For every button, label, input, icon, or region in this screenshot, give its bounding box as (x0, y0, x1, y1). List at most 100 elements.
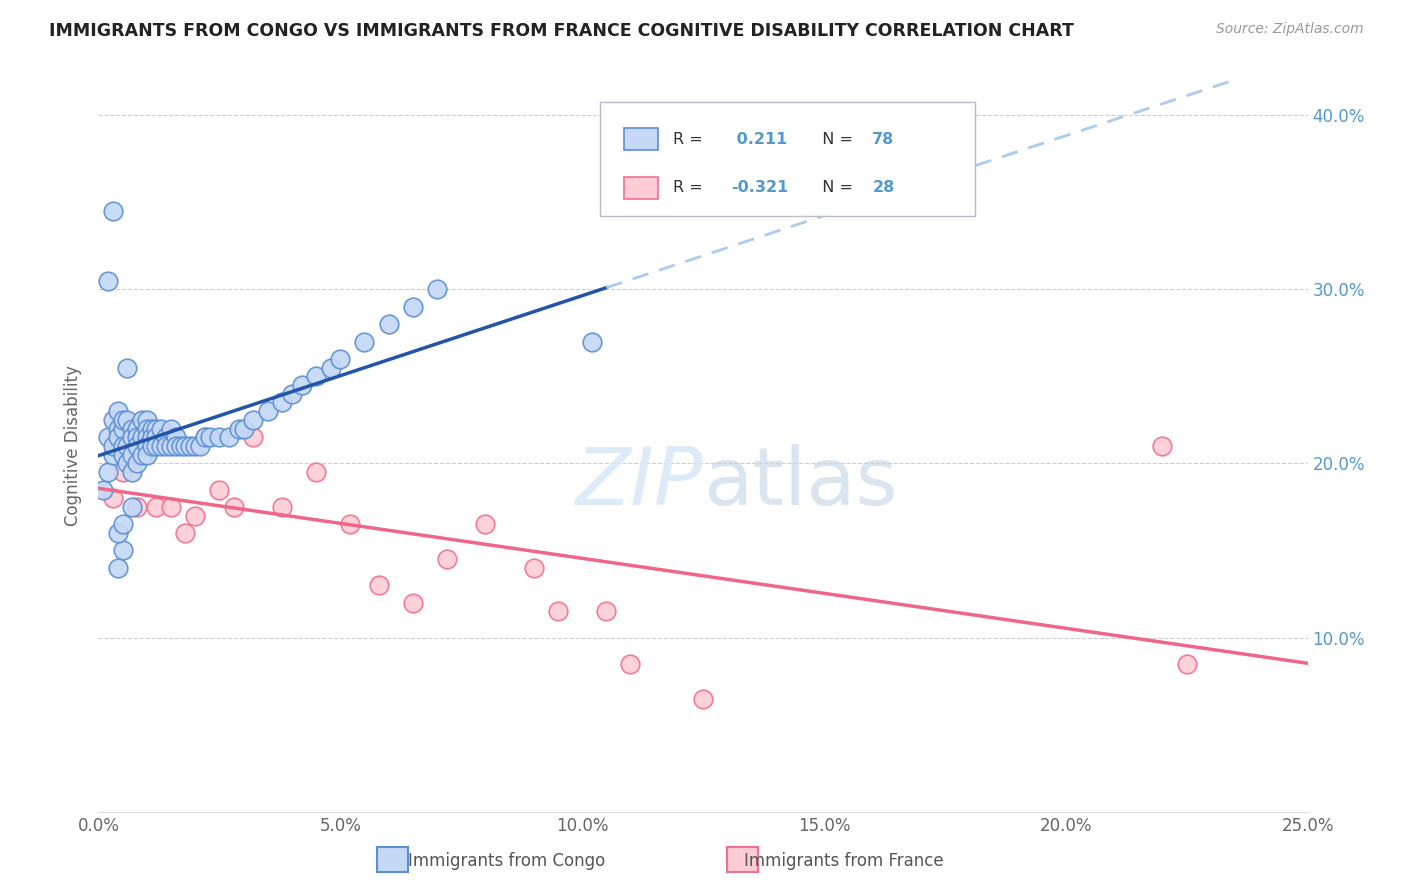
Point (127, 439, 149, 453)
Point (547, 604, 569, 618)
Text: ZIP: ZIP (575, 443, 703, 522)
Point (127, 430, 149, 444)
Point (256, 404, 278, 418)
Point (523, 561, 546, 575)
Point (121, 430, 143, 444)
Point (150, 421, 173, 435)
Point (135, 439, 157, 453)
Point (107, 561, 129, 575)
FancyBboxPatch shape (624, 177, 658, 199)
Point (329, 351, 352, 366)
Point (111, 413, 134, 427)
Point (426, 282, 449, 296)
Point (101, 448, 124, 462)
Point (91, 483, 114, 497)
Point (160, 439, 183, 453)
Point (111, 421, 134, 435)
Point (131, 430, 153, 444)
Point (111, 517, 134, 532)
Point (174, 526, 197, 541)
Point (141, 430, 163, 444)
Point (107, 404, 129, 418)
Point (1175, 657, 1198, 671)
FancyBboxPatch shape (624, 128, 658, 151)
Point (198, 430, 221, 444)
Point (290, 378, 312, 392)
Point (160, 500, 183, 514)
Point (107, 526, 129, 541)
Point (232, 421, 254, 435)
Text: R =: R = (673, 180, 707, 195)
Point (222, 500, 245, 514)
Point (271, 395, 294, 409)
Point (111, 465, 134, 479)
FancyBboxPatch shape (600, 103, 976, 216)
Point (218, 430, 240, 444)
Point (127, 421, 149, 435)
Point (101, 491, 124, 506)
Point (117, 448, 139, 462)
Text: IMMIGRANTS FROM CONGO VS IMMIGRANTS FROM FRANCE COGNITIVE DISABILITY CORRELATION: IMMIGRANTS FROM CONGO VS IMMIGRANTS FROM… (49, 22, 1074, 40)
Point (581, 334, 603, 349)
Point (339, 517, 361, 532)
Point (135, 413, 157, 427)
Point (208, 430, 231, 444)
Point (155, 439, 177, 453)
Point (107, 421, 129, 435)
Text: Immigrants from France: Immigrants from France (744, 852, 943, 870)
Point (97, 465, 120, 479)
Text: 0.211: 0.211 (731, 132, 787, 146)
Point (121, 500, 143, 514)
Point (165, 430, 187, 444)
Point (692, 691, 714, 706)
Point (97, 274, 120, 288)
Point (145, 439, 167, 453)
Point (228, 421, 250, 435)
Text: Source: ZipAtlas.com: Source: ZipAtlas.com (1216, 22, 1364, 37)
Point (145, 430, 167, 444)
Point (619, 657, 641, 671)
Y-axis label: Cognitive Disability: Cognitive Disability (65, 366, 83, 526)
Point (368, 578, 391, 592)
Point (121, 439, 143, 453)
Text: 28: 28 (872, 180, 894, 195)
Point (107, 430, 129, 444)
Point (135, 448, 157, 462)
Point (141, 439, 163, 453)
Point (169, 439, 191, 453)
Point (117, 360, 139, 375)
Point (353, 334, 375, 349)
Point (436, 552, 458, 566)
Point (184, 508, 207, 523)
Point (150, 439, 173, 453)
Point (111, 439, 134, 453)
Text: atlas: atlas (703, 443, 897, 522)
Text: R =: R = (673, 132, 707, 146)
Point (174, 439, 197, 453)
Point (305, 465, 328, 479)
Point (271, 500, 294, 514)
Text: 78: 78 (872, 132, 894, 146)
Point (184, 439, 207, 453)
Point (402, 596, 425, 610)
Point (117, 457, 139, 471)
Point (135, 430, 157, 444)
Text: Immigrants from Congo: Immigrants from Congo (408, 852, 605, 870)
Point (121, 448, 143, 462)
Point (160, 421, 183, 435)
Point (131, 413, 153, 427)
Point (377, 317, 399, 331)
Point (117, 413, 139, 427)
Point (141, 421, 163, 435)
Point (127, 500, 149, 514)
Point (179, 439, 201, 453)
Point (402, 300, 425, 314)
Point (155, 430, 177, 444)
Point (101, 439, 124, 453)
Point (194, 430, 217, 444)
Point (1152, 439, 1174, 453)
Point (242, 430, 264, 444)
Point (135, 430, 157, 444)
Point (474, 517, 496, 532)
Point (101, 203, 124, 218)
